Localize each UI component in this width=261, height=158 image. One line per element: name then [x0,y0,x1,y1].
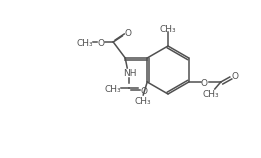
Text: CH₃: CH₃ [135,97,152,106]
Text: O: O [98,39,105,48]
Text: CH₃: CH₃ [77,39,93,48]
Text: CH₃: CH₃ [203,89,219,98]
Text: O: O [200,79,207,88]
Text: CH₃: CH₃ [105,85,122,94]
Text: CH₃: CH₃ [160,24,176,33]
Text: O: O [141,86,148,95]
Text: O: O [231,72,238,80]
Text: O: O [125,30,132,39]
Text: NH: NH [123,70,137,79]
